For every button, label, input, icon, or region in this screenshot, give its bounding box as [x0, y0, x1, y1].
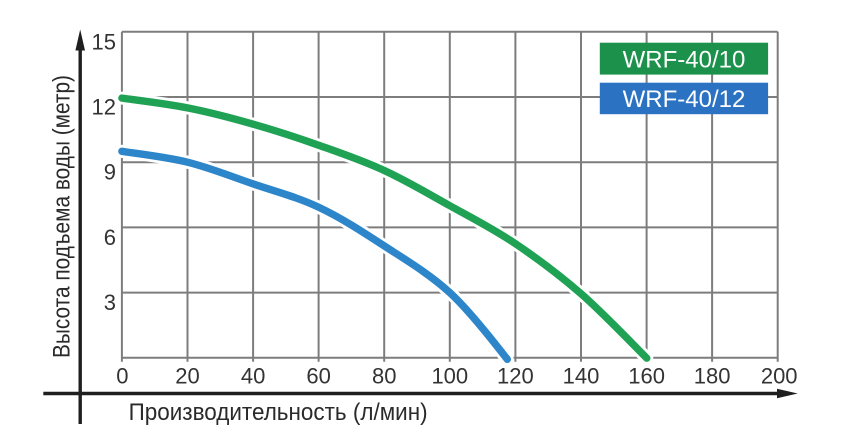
- svg-text:160: 160: [628, 364, 665, 389]
- svg-text:100: 100: [431, 364, 468, 389]
- svg-text:80: 80: [372, 364, 396, 389]
- svg-text:0: 0: [116, 364, 128, 389]
- svg-text:3: 3: [104, 290, 116, 315]
- svg-text:15: 15: [92, 29, 116, 54]
- svg-text:Производительность (л/мин): Производительность (л/мин): [129, 399, 428, 426]
- svg-text:60: 60: [306, 364, 330, 389]
- svg-text:9: 9: [104, 160, 116, 185]
- svg-text:12: 12: [92, 95, 116, 120]
- svg-text:120: 120: [497, 364, 534, 389]
- svg-text:180: 180: [694, 364, 731, 389]
- svg-text:6: 6: [104, 225, 116, 250]
- svg-text:140: 140: [563, 364, 600, 389]
- svg-text:WRF-40/12: WRF-40/12: [623, 86, 746, 113]
- svg-text:Высота подъема воды (метр): Высота подъема воды (метр): [48, 75, 75, 358]
- svg-text:WRF-40/10: WRF-40/10: [623, 46, 746, 73]
- svg-text:20: 20: [175, 364, 199, 389]
- svg-text:200: 200: [761, 364, 798, 389]
- svg-text:40: 40: [241, 364, 265, 389]
